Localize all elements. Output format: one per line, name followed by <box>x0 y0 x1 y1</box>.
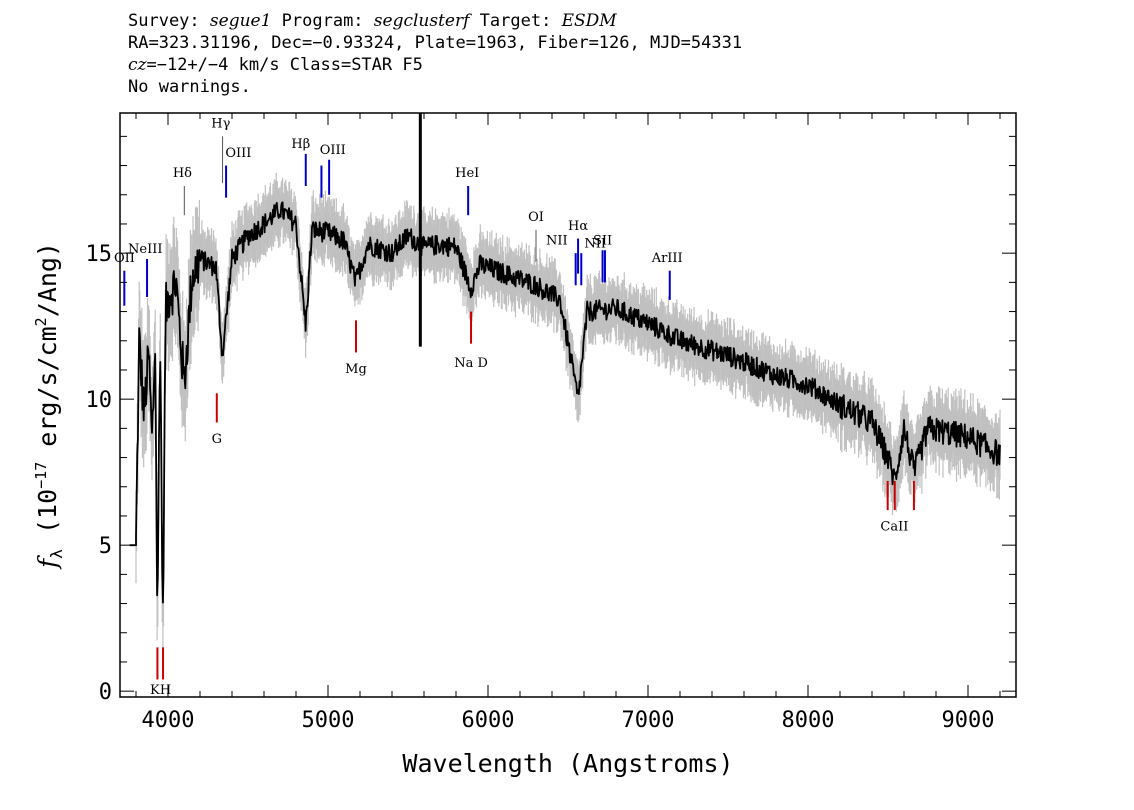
emission-line-label-13: SII <box>593 233 612 248</box>
y-axis-symbol: f <box>33 555 62 570</box>
emission-line-label-10: NII <box>546 233 568 248</box>
emission-line-label-9: OI <box>528 210 544 225</box>
emission-line-label-8: HeI <box>455 166 479 181</box>
header-line-coords: RA=323.31196, Dec=−0.93324, Plate=1963, … <box>128 33 743 53</box>
absorption-line-label-1: H <box>160 683 171 698</box>
x-tick-label-0: 4000 <box>142 708 195 733</box>
header-line-cz: cz=−12+/−4 km/s Class=STAR F5 <box>128 54 742 76</box>
x-tick-label-1: 5000 <box>302 708 355 733</box>
cz-class: km/s Class=STAR F5 <box>228 55 423 75</box>
x-tick-label-3: 7000 <box>622 708 675 733</box>
target-value: ESDM <box>561 11 617 31</box>
y-tick-label-1: 5 <box>99 534 112 559</box>
emission-line-label-12: NII <box>584 236 606 251</box>
emission-line-label-1: NeIII <box>128 242 162 257</box>
spectrum-header: Survey: segue1 Program: segclusterf Targ… <box>128 10 742 98</box>
plot-frame <box>119 112 1017 698</box>
y-axis-exponent-2: 2 <box>32 317 50 326</box>
header-line-survey: Survey: segue1 Program: segclusterf Targ… <box>128 10 742 32</box>
emission-line-label-3: Hγ <box>211 117 230 132</box>
emission-line-label-0: OII <box>114 251 135 266</box>
y-axis-exponent: −17 <box>32 462 50 489</box>
emission-line-label-15: ArIII <box>651 251 683 266</box>
emission-line-label-5: Hβ <box>291 137 310 152</box>
y-axis-title: fλ (10−17 erg/s/cm2/Ang) <box>32 242 66 570</box>
target-label: Target: <box>479 11 552 31</box>
spectrum-layer <box>129 113 1001 604</box>
y-axis-unit-a: (10 <box>33 489 62 549</box>
x-tick-label-4: 8000 <box>782 708 835 733</box>
absorption-line-label-0: K <box>150 683 160 698</box>
absorption-line-label-4: Na D <box>454 356 488 371</box>
program-label: Program: <box>281 11 364 31</box>
y-axis-unit-c: /Ang) <box>33 242 62 317</box>
y-tick-label-2: 10 <box>86 388 113 413</box>
program-value: segclusterf <box>373 11 470 31</box>
absorption-line-label-5: CaII <box>880 520 908 535</box>
x-tick-label-2: 6000 <box>462 708 515 733</box>
x-tick-label-5: 9000 <box>942 708 995 733</box>
survey-value: segue1 <box>209 11 272 31</box>
emission-line-label-2: Hδ <box>173 166 192 181</box>
axis-ticks-layer: 4000 5000 6000 7000 8000 9000 0 5 10 15 <box>86 113 1016 733</box>
spectrum-line <box>129 201 1001 604</box>
survey-label: Survey: <box>128 11 200 31</box>
cz-symbol: cz <box>128 55 147 75</box>
y-tick-label-3: 15 <box>86 242 113 267</box>
cz-value: =−12+/−4 <box>146 55 229 75</box>
emission-line-label-4: OIII <box>225 146 251 161</box>
emission-line-label-11: Hα <box>568 219 588 234</box>
emission-line-label-7: OIII <box>320 143 346 158</box>
y-axis-subscript: λ <box>47 549 66 559</box>
y-tick-label-0: 0 <box>99 680 112 705</box>
y-axis-unit-b: erg/s/cm <box>33 326 62 461</box>
absorption-line-label-2: G <box>212 432 222 447</box>
x-axis-title: Wavelength (Angstroms) <box>402 749 733 778</box>
header-line-warnings: No warnings. <box>128 77 251 97</box>
absorption-line-label-3: Mg <box>345 362 367 377</box>
